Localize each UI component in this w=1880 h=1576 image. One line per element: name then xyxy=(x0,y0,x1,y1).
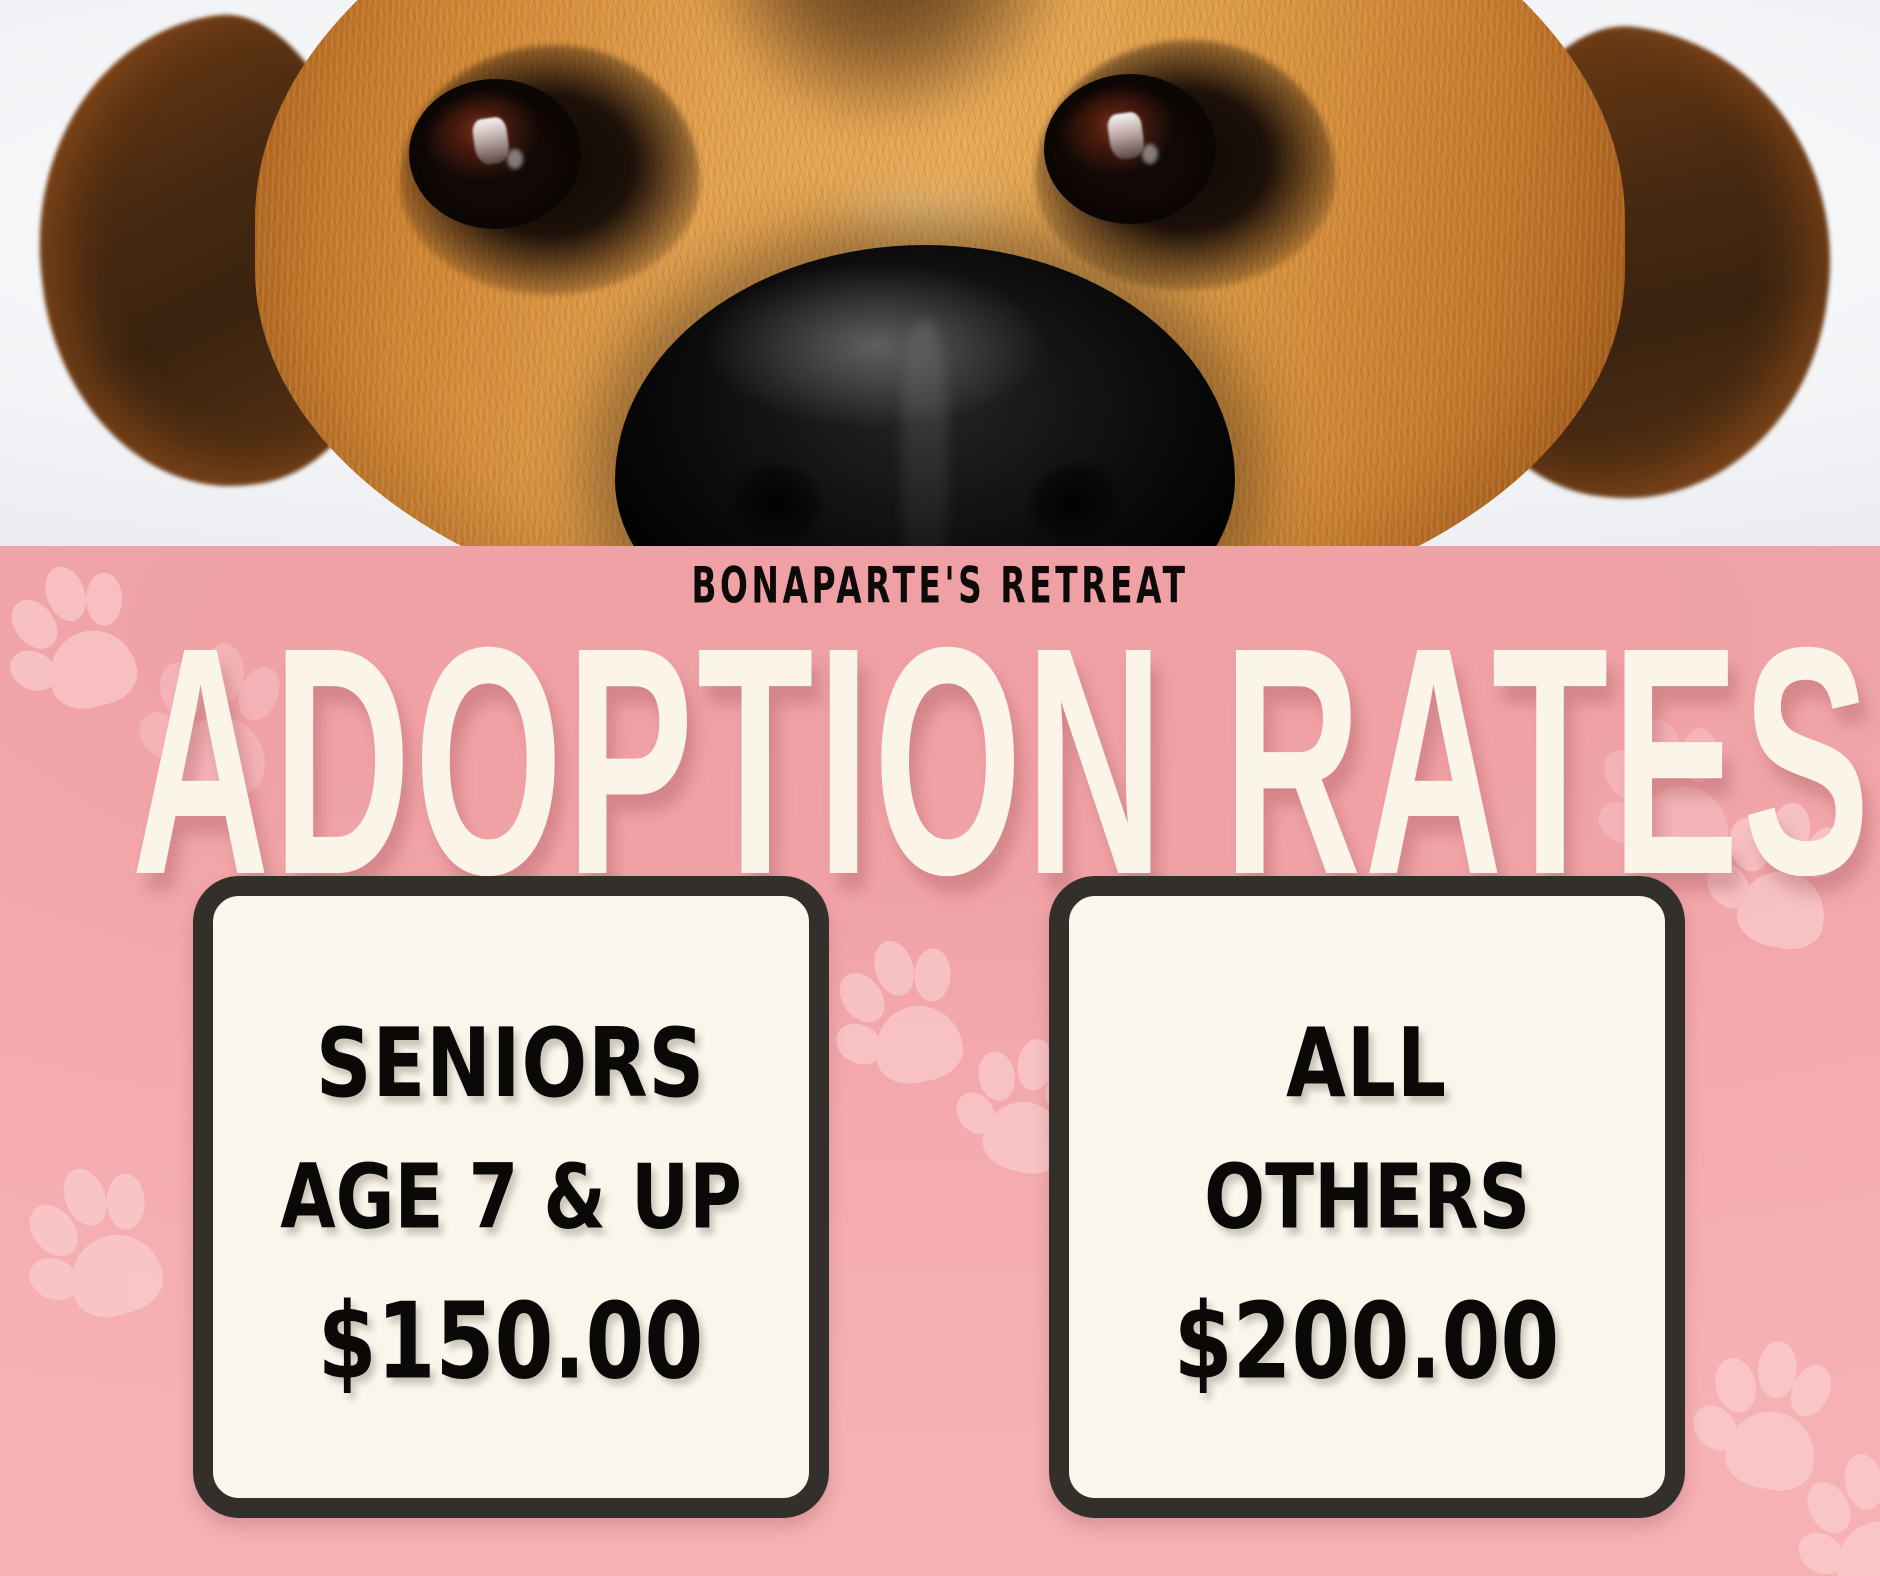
paw-toe xyxy=(86,572,123,626)
eye-glint-right xyxy=(1105,111,1147,162)
rates-panel: BONAPARTE'S RETREAT ADOPTION RATES SENIO… xyxy=(0,546,1880,1576)
nostril-right xyxy=(1019,453,1125,548)
nose-bridge-highlight xyxy=(902,320,948,548)
rate-card-seniors[interactable]: SENIORS AGE 7 & UP $150.00 xyxy=(193,876,829,1518)
rate-card-line2: OTHERS xyxy=(1204,1146,1530,1250)
dog-eye-right-icon xyxy=(1055,85,1205,213)
eye-glint-left xyxy=(470,116,512,167)
rate-card-line1: SENIORS xyxy=(316,1007,706,1120)
brand-name: BONAPARTE'S RETREAT xyxy=(691,556,1189,615)
eye-glint-left-secondary xyxy=(507,148,523,169)
rate-card-all-others[interactable]: ALL OTHERS $200.00 xyxy=(1049,876,1685,1518)
eye-glint-right-secondary xyxy=(1142,143,1158,164)
rate-card-price: $200.00 xyxy=(1174,1280,1560,1403)
nostril-left xyxy=(725,453,831,548)
rate-card-price: $150.00 xyxy=(318,1280,704,1403)
dog-eye-left-icon xyxy=(420,90,570,218)
rate-cards: SENIORS AGE 7 & UP $150.00 ALL OTHERS $2… xyxy=(0,876,1880,1536)
dog-photo xyxy=(0,0,1880,548)
rate-card-line2: AGE 7 & UP xyxy=(280,1146,742,1250)
rate-card-line1: ALL xyxy=(1286,1007,1448,1120)
page-title: ADOPTION RATES xyxy=(131,581,1874,944)
